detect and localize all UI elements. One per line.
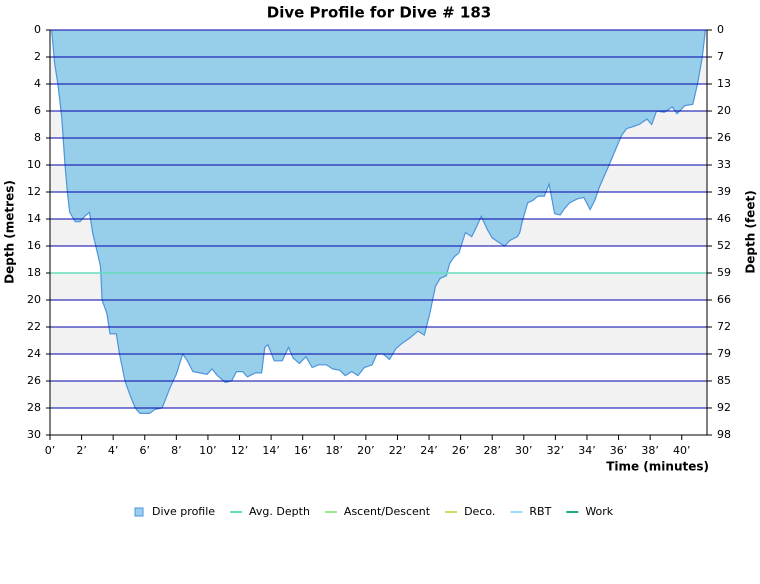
x-axis-title: Time (minutes) xyxy=(606,460,709,474)
legend-item: RBT xyxy=(510,505,552,518)
y-tick-label: 0 xyxy=(34,23,41,36)
area xyxy=(51,30,706,414)
x-tick-label: 38’ xyxy=(641,444,659,457)
y-tick-label: 8 xyxy=(34,131,41,144)
x-tick-label: 24’ xyxy=(420,444,438,457)
y2-tick-label: 33 xyxy=(717,158,731,171)
legend-item: Avg. Depth xyxy=(230,505,310,518)
y2-tick-label: 79 xyxy=(717,347,731,360)
x-tick-label: 26’ xyxy=(452,444,470,457)
y-tick-label: 10 xyxy=(27,158,41,171)
y2-tick-label: 0 xyxy=(717,23,724,36)
x-tick-label: 22’ xyxy=(389,444,407,457)
x-tick-label: 34’ xyxy=(578,444,596,457)
x-tick-label: 20’ xyxy=(357,444,375,457)
y-tick-label: 28 xyxy=(27,401,41,414)
y-tick-label: 14 xyxy=(27,212,41,225)
y2-tick-label: 39 xyxy=(717,185,731,198)
y2-tick-label: 7 xyxy=(717,50,724,63)
x-tick-label: 30’ xyxy=(515,444,533,457)
legend-swatch xyxy=(134,507,144,517)
y2-tick-label: 92 xyxy=(717,401,731,414)
legend-label: Dive profile xyxy=(152,505,215,518)
y-tick-label: 6 xyxy=(34,104,41,117)
y-tick-label: 24 xyxy=(27,347,41,360)
y2-axis-title: Depth (feet) xyxy=(744,190,758,273)
x-tick-label: 16’ xyxy=(294,444,312,457)
legend-item: Dive profile xyxy=(134,505,215,518)
legend-label: Work xyxy=(585,505,613,518)
y2-tick-label: 72 xyxy=(717,320,731,333)
y-tick-label: 20 xyxy=(27,293,41,306)
x-tick-label: 0’ xyxy=(45,444,56,457)
y-tick-label: 12 xyxy=(27,185,41,198)
y-tick-label: 22 xyxy=(27,320,41,333)
x-tick-label: 10’ xyxy=(199,444,217,457)
y2-tick-label: 66 xyxy=(717,293,731,306)
legend-item: Ascent/Descent xyxy=(324,505,431,518)
legend-label: RBT xyxy=(529,505,551,518)
chart-title: Dive Profile for Dive # 183 xyxy=(267,4,491,22)
y2-tick-label: 20 xyxy=(717,104,731,117)
y-axis-title: Depth (metres) xyxy=(3,180,17,284)
legend-label: Avg. Depth xyxy=(249,505,310,518)
x-tick-label: 18’ xyxy=(326,444,344,457)
y-tick-label: 18 xyxy=(27,266,41,279)
x-tick-label: 32’ xyxy=(547,444,565,457)
legend-label: Ascent/Descent xyxy=(344,505,431,518)
y2-tick-label: 26 xyxy=(717,131,731,144)
y-tick-label: 30 xyxy=(27,428,41,441)
x-tick-label: 8’ xyxy=(171,444,182,457)
x-tick-label: 4’ xyxy=(108,444,119,457)
y2-tick-label: 59 xyxy=(717,266,731,279)
x-tick-label: 36’ xyxy=(610,444,628,457)
y2-tick-label: 98 xyxy=(717,428,731,441)
x-tick-label: 6’ xyxy=(140,444,151,457)
x-tick-label: 40’ xyxy=(673,444,691,457)
x-tick-label: 14’ xyxy=(262,444,280,457)
y-tick-label: 2 xyxy=(34,50,41,63)
y-tick-label: 26 xyxy=(27,374,41,387)
x-tick-label: 12’ xyxy=(231,444,249,457)
legend-item: Deco. xyxy=(445,505,495,518)
legend-item: Work xyxy=(566,505,614,518)
y2-tick-label: 13 xyxy=(717,77,731,90)
y2-tick-label: 46 xyxy=(717,212,731,225)
y-tick-label: 16 xyxy=(27,239,41,252)
area-line xyxy=(51,29,706,414)
y2-tick-label: 52 xyxy=(717,239,731,252)
legend-label: Deco. xyxy=(464,505,495,518)
x-tick-label: 2’ xyxy=(76,444,87,457)
y-tick-label: 4 xyxy=(34,77,41,90)
y2-tick-label: 85 xyxy=(717,374,731,387)
x-tick-label: 28’ xyxy=(483,444,501,457)
